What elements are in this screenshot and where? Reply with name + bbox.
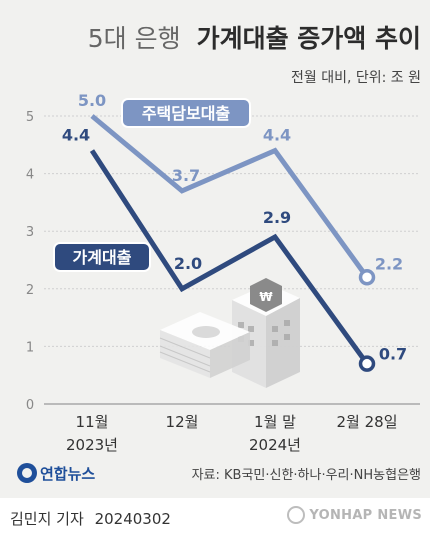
yonhap-watermark-icon: [287, 506, 306, 524]
x-tick-label: 2월 28일: [337, 413, 398, 431]
series-household: 4.4 2.0 2.9 0.7: [62, 126, 407, 372]
y-tick-label: 5: [26, 110, 34, 125]
x-tick-label: 12월: [166, 413, 199, 431]
y-tick-labels: 0 1 2 3 4 5: [26, 110, 34, 413]
x-tick-label: 1월 말: [254, 413, 296, 431]
series-name-badge: 주택담보대출: [121, 98, 251, 128]
page-title: 5대 은행 가계대출 증가액 추이: [88, 24, 421, 53]
y-tick-label: 0: [26, 398, 34, 413]
author: 김민지 기자: [10, 510, 84, 528]
end-point-marker: [358, 269, 376, 286]
x-tick-year-label: 2023년: [66, 436, 118, 454]
series-line: [90, 114, 370, 279]
money-building-illustration: ₩: [159, 278, 300, 388]
watermark: YONHAP NEWS: [287, 506, 422, 524]
badge-background: [121, 98, 251, 128]
series-line: [89, 149, 370, 366]
end-point-marker: [358, 355, 376, 372]
footer: 김민지 기자 20240302 YONHAP NEWS: [0, 498, 430, 537]
logo-text: 연합뉴스: [40, 465, 95, 483]
data-label: 2.0: [174, 254, 202, 273]
legend-label: 주택담보대출: [142, 104, 231, 123]
svg-text:₩: ₩: [259, 290, 273, 304]
byline-date: 20240302: [94, 510, 171, 528]
x-tick-labels: 11월 2023년 12월 1월 말 2024년 2월 28일: [66, 413, 397, 454]
title-bold: 가계대출 증가액 추이: [197, 24, 421, 53]
data-label: 4.4: [62, 126, 90, 145]
byline: 김민지 기자 20240302: [10, 508, 171, 529]
data-label: 0.7: [379, 345, 407, 364]
series-name-badge: 가계대출: [53, 242, 151, 272]
legend-label: 가계대출: [73, 248, 132, 267]
data-label: 4.4: [263, 126, 291, 145]
series-mortgage: 5.0 3.7 4.4 2.2: [78, 91, 403, 286]
data-label: 3.7: [172, 166, 200, 185]
title-light: 5대 은행: [88, 24, 181, 53]
source-row: 연합뉴스 자료: KB국민·신한·하나·우리·NH농협은행: [17, 463, 421, 483]
source-text: 자료: KB국민·신한·하나·우리·NH농협은행: [192, 467, 421, 483]
y-tick-label: 2: [26, 283, 34, 298]
data-label: 2.2: [375, 254, 403, 273]
x-tick-label: 11월: [76, 413, 109, 431]
data-label: 2.9: [263, 208, 291, 227]
x-tick-year-label: 2024년: [249, 436, 301, 454]
yonhap-logo: 연합뉴스: [17, 463, 95, 483]
unit-note: 전월 대비, 단위: 조 원: [291, 70, 421, 86]
badge-background: [53, 242, 151, 272]
y-tick-label: 3: [26, 225, 34, 240]
watermark-text: YONHAP NEWS: [309, 507, 422, 523]
y-tick-label: 4: [26, 168, 34, 183]
y-tick-label: 1: [26, 340, 34, 355]
data-label: 5.0: [78, 91, 106, 110]
